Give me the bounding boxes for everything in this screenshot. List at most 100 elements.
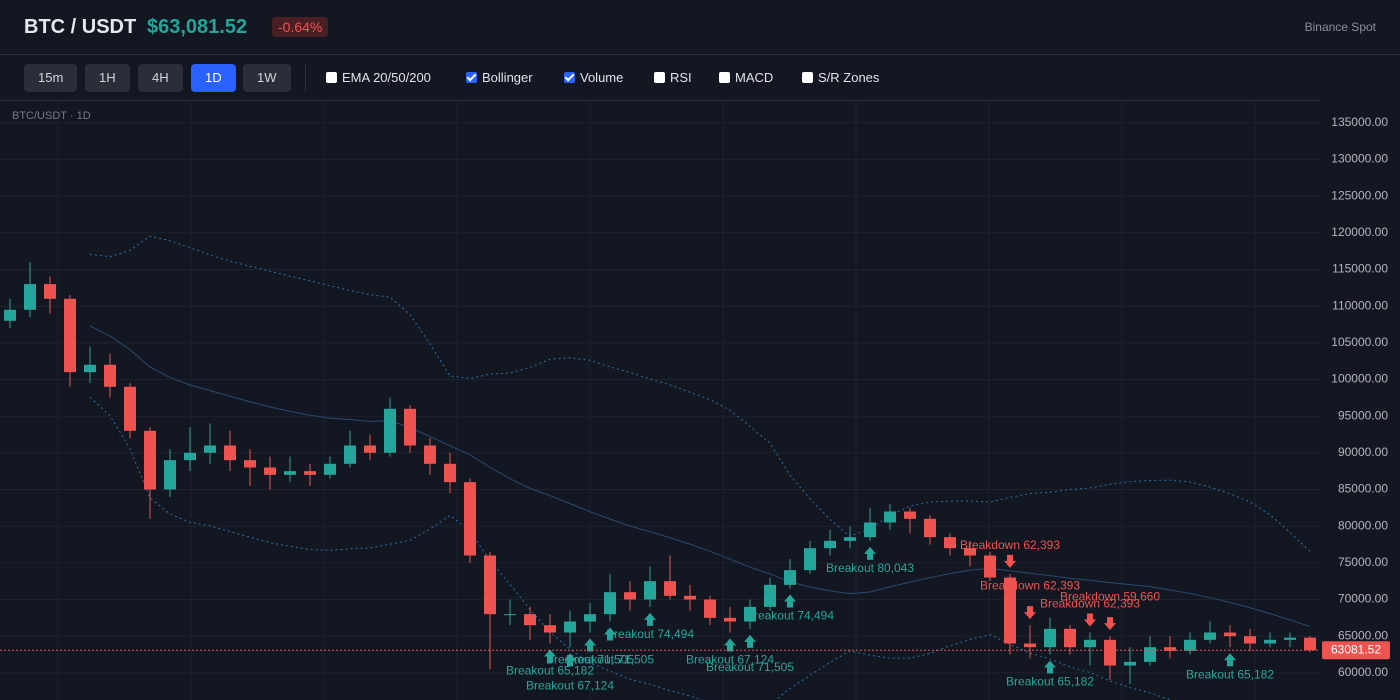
candle-body <box>384 408 396 453</box>
candle-body <box>4 309 16 321</box>
candle-body <box>504 614 516 616</box>
indicator-toggle[interactable]: Bollinger <box>466 70 533 85</box>
checkbox[interactable] <box>654 72 665 83</box>
y-tick-label: 105000.00 <box>1331 335 1388 349</box>
indicator-toggle[interactable]: MACD <box>719 70 773 85</box>
candle-body <box>104 364 116 387</box>
indicator-toggle[interactable]: Volume <box>564 70 623 85</box>
candle-body <box>884 511 896 523</box>
candle-body <box>1044 628 1056 648</box>
breakdown-arrow <box>1104 617 1116 631</box>
indicator-toggle[interactable]: S/R Zones <box>802 70 879 85</box>
last-price-box <box>1322 641 1390 660</box>
candle-body <box>1164 647 1176 651</box>
candle-body <box>484 555 496 615</box>
candle-body <box>1104 639 1116 666</box>
bollinger-lower <box>89 397 1173 700</box>
annotation-label: Breakout 71,505 <box>706 660 794 674</box>
y-tick-label: 75000.00 <box>1338 555 1388 569</box>
checkbox[interactable] <box>466 72 477 83</box>
timeframe-button[interactable]: 15m <box>24 64 78 92</box>
separator <box>305 64 306 92</box>
candle-body <box>1064 628 1076 648</box>
candle-body <box>124 386 136 431</box>
candle-body <box>1144 647 1156 662</box>
breakout-arrow <box>744 634 756 648</box>
candle-body <box>964 548 976 556</box>
y-tick-label: 95000.00 <box>1338 408 1388 422</box>
indicator-toggle[interactable]: RSI <box>654 70 692 85</box>
y-tick-label: 80000.00 <box>1338 518 1388 532</box>
candle-body <box>1084 639 1096 648</box>
header: BTC / USDT $63,081.52 -0.64% Binance Spo… <box>0 0 1400 55</box>
candle-body <box>744 606 756 622</box>
candle-body <box>624 592 636 600</box>
candle-body <box>304 471 316 475</box>
candle-body <box>164 460 176 490</box>
candle-body <box>144 430 156 490</box>
candle-body <box>524 614 536 626</box>
breakout-arrow <box>1044 660 1056 674</box>
candle-body <box>1004 577 1016 644</box>
y-tick-label: 70000.00 <box>1338 592 1388 606</box>
candle-body <box>684 595 696 600</box>
candle-body <box>324 463 336 475</box>
candle-body <box>924 518 936 538</box>
candle-body <box>644 581 656 600</box>
candle-body <box>1244 636 1256 644</box>
candle-body <box>904 511 916 519</box>
candle-body <box>364 445 376 453</box>
indicator-label[interactable]: EMA 20/50/200 <box>342 70 431 85</box>
timeframe-button[interactable]: 1W <box>243 64 291 92</box>
bollinger-middle <box>89 325 1311 627</box>
indicator-label[interactable]: Bollinger <box>482 70 533 85</box>
candle-body <box>64 298 76 373</box>
candle-body <box>424 445 436 464</box>
y-tick-label: 125000.00 <box>1331 188 1388 202</box>
y-tick-label: 135000.00 <box>1331 115 1388 129</box>
indicator-label[interactable]: S/R Zones <box>818 70 880 85</box>
breakout-arrow <box>604 627 616 641</box>
candle-body <box>84 364 96 373</box>
indicator-label[interactable]: Volume <box>580 70 624 85</box>
candle-body <box>1264 639 1276 644</box>
last-price-label: 63081.52 <box>1331 642 1381 656</box>
breakout-arrow <box>784 594 796 608</box>
price: $63,081.52 <box>147 16 248 38</box>
breakout-arrow <box>564 653 576 667</box>
candle-body <box>284 471 296 475</box>
breakdown-arrow <box>1004 554 1016 568</box>
annotation-label: Breakdown 59,660 <box>1060 589 1160 603</box>
candle-body <box>1224 632 1236 637</box>
checkbox[interactable] <box>564 72 575 83</box>
candle-body <box>184 452 196 461</box>
annotation-label: Breakout 71,505 <box>566 653 654 667</box>
indicator-toggle[interactable]: EMA 20/50/200 <box>326 70 431 85</box>
checkbox[interactable] <box>802 72 813 83</box>
candle-body <box>404 408 416 446</box>
timeframe-button[interactable]: 1D <box>191 64 236 92</box>
breakout-arrow <box>544 649 556 663</box>
candle-body <box>584 614 596 622</box>
y-tick-label: 60000.00 <box>1338 665 1388 679</box>
candle-body <box>44 284 56 299</box>
toolbar: 15m 1H 4H 1D 1W EMA 20/50/200 Bollinger Volume R… <box>0 55 1400 101</box>
candle-body <box>24 284 36 310</box>
candle-body <box>1184 639 1196 651</box>
annotation-label: Breakdown 62,393 <box>1040 597 1140 611</box>
breakout-arrow <box>644 612 656 626</box>
candle-body <box>704 599 716 618</box>
candle-body <box>784 570 796 585</box>
y-tick-label: 90000.00 <box>1338 445 1388 459</box>
candle-body <box>1024 643 1036 648</box>
candle-body <box>244 460 256 468</box>
checkbox[interactable] <box>326 72 337 83</box>
candle-body <box>464 482 476 556</box>
checkbox[interactable] <box>719 72 730 83</box>
indicator-label[interactable]: MACD <box>735 70 774 85</box>
axis-panel <box>1320 100 1400 700</box>
candle-body <box>444 463 456 483</box>
indicator-label[interactable]: RSI <box>670 70 692 85</box>
timeframe-button[interactable]: 4H <box>138 64 183 92</box>
timeframe-button[interactable]: 1H <box>85 64 130 92</box>
